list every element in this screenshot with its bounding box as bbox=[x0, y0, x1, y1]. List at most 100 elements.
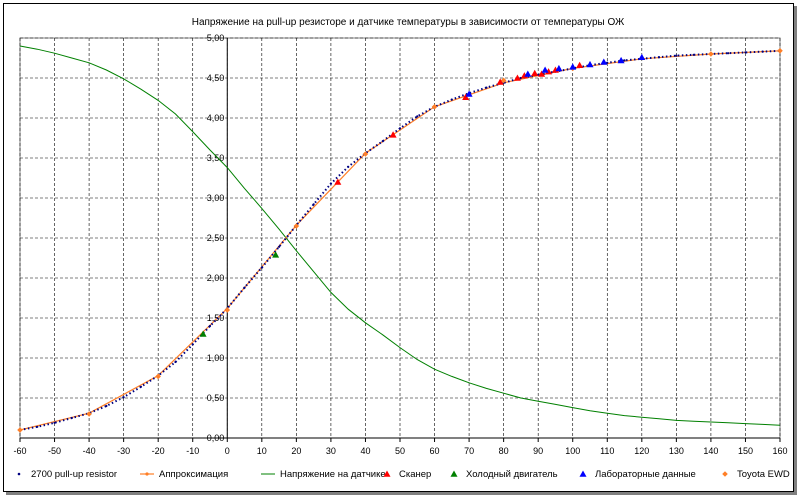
data-point bbox=[623, 59, 626, 62]
x-tick-label: 80 bbox=[499, 446, 509, 456]
x-tick-label: 60 bbox=[430, 446, 440, 456]
y-tick-label: 1,50 bbox=[207, 313, 225, 323]
data-point bbox=[576, 61, 584, 68]
data-point bbox=[329, 182, 333, 185]
y-tick-label: 4,00 bbox=[207, 113, 225, 123]
series-line bbox=[19, 45, 781, 426]
legend-item: 2700 pull-up resistor bbox=[17, 469, 117, 480]
series-Лабораторные данные bbox=[465, 53, 646, 97]
data-point bbox=[36, 425, 39, 428]
data-point bbox=[777, 48, 783, 54]
data-point bbox=[675, 54, 678, 57]
data-point bbox=[500, 77, 507, 84]
series-Холодный двигатель bbox=[199, 251, 280, 337]
data-point bbox=[199, 330, 207, 337]
legend-item: Toyota EWD bbox=[722, 469, 790, 480]
x-tick-label: 160 bbox=[772, 446, 787, 456]
x-tick-label: 50 bbox=[395, 446, 405, 456]
data-point bbox=[600, 58, 608, 65]
data-point bbox=[191, 343, 194, 346]
data-point bbox=[139, 385, 143, 388]
data-point bbox=[362, 151, 369, 157]
legend-label: Лабораторные данные bbox=[595, 469, 696, 480]
data-point bbox=[638, 53, 646, 60]
legend-label: Холодный двигатель bbox=[466, 469, 558, 480]
data-point bbox=[708, 51, 714, 57]
data-point bbox=[277, 245, 281, 248]
x-tick-label: -50 bbox=[48, 446, 61, 456]
y-tick-label: 2,00 bbox=[207, 273, 225, 283]
legend-label: Аппроксимация bbox=[159, 469, 228, 480]
data-point bbox=[431, 104, 438, 110]
x-tick-label: 100 bbox=[565, 446, 580, 456]
data-point bbox=[272, 251, 280, 258]
data-point bbox=[520, 72, 528, 79]
data-point bbox=[260, 266, 263, 269]
data-point bbox=[485, 86, 488, 89]
data-point bbox=[465, 90, 473, 97]
series-layer bbox=[17, 45, 783, 433]
data-point bbox=[541, 66, 549, 73]
x-tick-label: -10 bbox=[186, 446, 199, 456]
y-tick-label: 2,50 bbox=[207, 233, 225, 243]
data-point bbox=[744, 51, 747, 54]
legend-swatch bbox=[579, 470, 587, 477]
legend-label: Toyota EWD bbox=[737, 469, 790, 480]
data-point bbox=[450, 98, 453, 101]
data-point bbox=[462, 93, 470, 100]
x-tick-label: 130 bbox=[669, 446, 684, 456]
legend-swatch bbox=[383, 470, 391, 477]
data-point bbox=[545, 68, 553, 75]
data-point bbox=[692, 53, 695, 56]
chart-title: Напряжение на pull-up резисторе и датчик… bbox=[192, 17, 625, 28]
data-point bbox=[70, 416, 73, 420]
axes: -60 -50 -40 -30 -20 -10 0 10 20 30 40 50 60 70 80 90 100… bbox=[13, 33, 787, 456]
x-tick-label: 70 bbox=[464, 446, 474, 456]
legend-label: Напряжение на датчике bbox=[280, 469, 386, 480]
y-tick-label: 1,00 bbox=[207, 353, 225, 363]
x-tick-label: 20 bbox=[291, 446, 301, 456]
y-tick-label: 3,00 bbox=[207, 193, 225, 203]
data-point bbox=[555, 64, 563, 72]
legend-label: Сканер bbox=[399, 469, 431, 480]
x-tick-label: -20 bbox=[152, 446, 165, 456]
data-point bbox=[513, 74, 521, 81]
x-tick-label: -60 bbox=[13, 446, 26, 456]
chart-frame: Напряжение на pull-up резисторе и датчик… bbox=[3, 3, 794, 492]
legend-item: Сканер bbox=[383, 469, 431, 480]
data-point bbox=[208, 324, 212, 328]
x-tick-label: 0 bbox=[225, 446, 230, 456]
x-tick-label: -40 bbox=[83, 446, 96, 456]
data-point bbox=[174, 360, 177, 364]
x-tick-label: 90 bbox=[533, 446, 543, 456]
data-point bbox=[389, 131, 397, 138]
data-point bbox=[416, 115, 419, 118]
x-tick-label: 140 bbox=[703, 446, 718, 456]
data-point bbox=[496, 78, 504, 85]
legend-item: Холодный двигатель bbox=[450, 469, 558, 480]
data-point bbox=[122, 396, 125, 399]
data-point bbox=[381, 140, 384, 143]
legend-swatch bbox=[450, 470, 458, 477]
legend: 2700 pull-up resistor Аппроксимация Напряж… bbox=[17, 469, 790, 480]
series-Toyota EWD bbox=[17, 48, 783, 433]
x-tick-label: 40 bbox=[360, 446, 370, 456]
x-tick-label: 10 bbox=[257, 446, 267, 456]
x-tick-label: 110 bbox=[600, 446, 614, 456]
data-point bbox=[586, 60, 594, 68]
data-point bbox=[293, 223, 300, 229]
series-Напряжение на датчике bbox=[19, 45, 781, 426]
x-tick-label: -30 bbox=[117, 446, 130, 456]
data-point bbox=[657, 56, 661, 59]
legend-marker bbox=[145, 472, 149, 476]
data-point bbox=[155, 373, 161, 380]
data-point bbox=[551, 66, 559, 73]
data-point bbox=[531, 69, 539, 76]
chart: Напряжение на pull-up резисторе и датчик… bbox=[13, 17, 790, 480]
x-tick-label: 30 bbox=[326, 446, 336, 456]
y-tick-label: 5,00 bbox=[207, 33, 225, 43]
data-point bbox=[727, 52, 730, 55]
data-point bbox=[86, 411, 92, 417]
data-point bbox=[312, 203, 315, 206]
legend-item: Лабораторные данные bbox=[579, 469, 696, 480]
